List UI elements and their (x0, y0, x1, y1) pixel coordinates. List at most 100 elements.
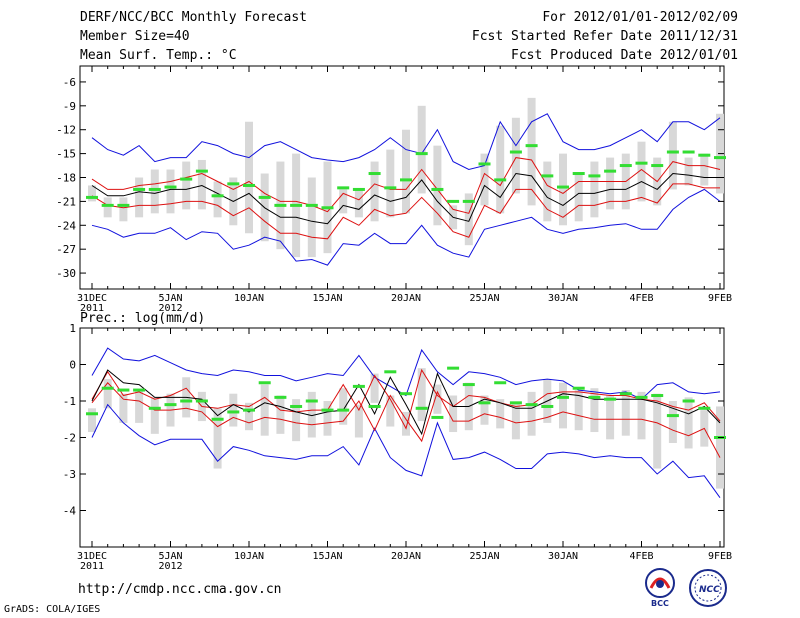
panel2-box-day-10 (245, 402, 253, 431)
panel2-mean-marker-day-26 (494, 381, 507, 385)
panel1-ytick-label: -15 (56, 148, 76, 161)
panel2-mean-marker-day-30 (557, 395, 569, 399)
panel2-xtick-label: 25JAN (469, 551, 499, 562)
panel2-ytick-label: -2 (63, 432, 76, 445)
website-link[interactable]: http://cmdp.ncc.cma.gov.cn (78, 582, 282, 597)
panel2-mean-marker-day-10 (243, 408, 255, 412)
panel1-box-day-31 (574, 173, 583, 222)
panel1-mean-marker-day-20 (400, 178, 412, 182)
panel2-mean-marker-day-11 (258, 381, 271, 385)
panel1-xtick-label: 31DEC (77, 293, 107, 304)
panel1-box-day-20 (402, 129, 410, 214)
panel1-mean-marker-day-18 (368, 172, 381, 176)
panel1-ytick-label: -6 (63, 76, 76, 89)
panel2-box-day-26 (496, 399, 505, 429)
panel1-mean-marker-day-10 (243, 183, 255, 187)
panel1-box-day-28 (527, 97, 536, 206)
panel2-mean-marker-day-14 (305, 399, 318, 403)
panel1-xtick-sublabel: 2011 (80, 303, 104, 314)
panel1-upper-quartile-line (91, 157, 721, 214)
panel2-mean-marker-day-20 (400, 392, 412, 396)
panel1-mean-marker-day-4 (148, 187, 161, 191)
panel1-xtick-label: 30JAN (548, 293, 578, 304)
panel1-median-line (91, 172, 720, 225)
panel1-xtick-label: 15JAN (312, 293, 342, 304)
panel1-mean-marker-day-36 (651, 164, 664, 168)
panel2-mean-marker-day-5 (164, 403, 177, 407)
panel1-mean-marker-day-0 (86, 195, 98, 199)
panel1-mean-marker-day-38 (682, 150, 695, 154)
panel1-max-line (91, 113, 721, 171)
panel2-xtick-label: 9FEB (708, 551, 732, 562)
panel2-box-day-19 (386, 395, 395, 427)
panel2-ytick-label: -1 (63, 395, 76, 408)
panel1-xtick-label: 9FEB (708, 293, 732, 304)
panel1-ytick-label: -12 (56, 124, 76, 137)
panel2-mean-marker-day-29 (541, 404, 554, 408)
panel2-box-day-23 (449, 395, 458, 433)
panel1-box-day-22 (433, 145, 442, 226)
panel1-mean-marker-day-31 (572, 172, 585, 176)
panel2-mean-marker-day-35 (635, 395, 648, 399)
panel1-mean-marker-day-32 (588, 174, 601, 178)
panel1-mean-marker-day-30 (557, 185, 569, 189)
panel2-mean-marker-day-23 (447, 366, 460, 370)
panel2-box-day-0 (88, 408, 96, 433)
panel2-lower-quartile-line (91, 382, 721, 458)
grads-credit: GrADS: COLA/IGES (4, 604, 101, 615)
panel2-mean-marker-day-4 (148, 406, 161, 410)
panel2-box-day-8 (213, 408, 222, 469)
panel2-mean-marker-day-38 (682, 399, 695, 403)
forecast-period-label: For 2012/01/01-2012/02/09 (542, 10, 738, 25)
panel1-box-day-29 (543, 161, 552, 222)
panel2-mean-marker-day-1 (101, 386, 114, 390)
panel2-mean-marker-day-0 (86, 412, 98, 416)
panel1-mean-marker-day-40 (714, 156, 726, 160)
bcc-logo-arc (649, 577, 671, 589)
ncc-logo-ring (689, 569, 727, 607)
panel1-ytick-label: -24 (56, 219, 76, 232)
panel1-box-day-14 (307, 177, 316, 258)
panel2-mean-marker-day-27 (509, 401, 522, 405)
panel1-xtick-label: 4FEB (629, 293, 653, 304)
panel2-mean-marker-day-13 (290, 404, 303, 408)
panel2-box-day-37 (668, 401, 677, 443)
panel1-mean-marker-day-25 (478, 162, 491, 166)
panel1-mean-marker-day-15 (321, 206, 334, 210)
panel2-box-day-15 (323, 401, 332, 436)
panel2-mean-marker-day-12 (274, 395, 287, 399)
panel1-mean-marker-day-6 (180, 177, 193, 181)
panel2-xtick-label: 4FEB (629, 551, 653, 562)
panel2-max-line (91, 347, 721, 400)
panel2-xtick-label: 10JAN (234, 551, 264, 562)
panel1-xtick-label: 10JAN (234, 293, 264, 304)
panel1-box-day-10 (245, 121, 253, 234)
panel2-mean-marker-day-3 (133, 388, 146, 392)
panel1-mean-marker-day-33 (604, 169, 617, 173)
panel2-box-day-40 (716, 406, 724, 489)
panel2-frame (79, 327, 725, 548)
panel2-xtick-sublabel: 2011 (80, 561, 104, 572)
panel1-mean-marker-day-17 (352, 187, 365, 191)
panel1-box-day-38 (684, 157, 693, 186)
panel2-mean-marker-day-25 (478, 401, 491, 405)
bcc-logo-dot (656, 580, 664, 588)
panel1-ytick-label: -30 (56, 267, 76, 280)
panel2-box-day-12 (276, 395, 285, 434)
panel1-box-day-37 (668, 121, 677, 190)
panel2-box-day-14 (307, 391, 316, 438)
panel2-mean-marker-day-34 (619, 392, 632, 396)
panel2-box-day-25 (480, 395, 489, 425)
panel1-mean-marker-day-11 (258, 195, 271, 199)
panel1-mean-marker-day-9 (227, 182, 240, 186)
panel1-mean-marker-day-26 (494, 178, 507, 182)
panel2-xtick-label: 5JAN (158, 551, 182, 562)
panel1-mean-marker-day-29 (541, 174, 554, 178)
panel1-mean-marker-day-14 (305, 203, 318, 207)
panel1-box-day-6 (182, 161, 191, 210)
ncc-logo: NCC (689, 569, 727, 607)
panel1-box-day-8 (213, 181, 222, 218)
bcc-logo-text: BCC (651, 599, 669, 608)
panel2-mean-marker-day-16 (337, 408, 350, 412)
panel1-mean-marker-day-21 (415, 152, 428, 156)
